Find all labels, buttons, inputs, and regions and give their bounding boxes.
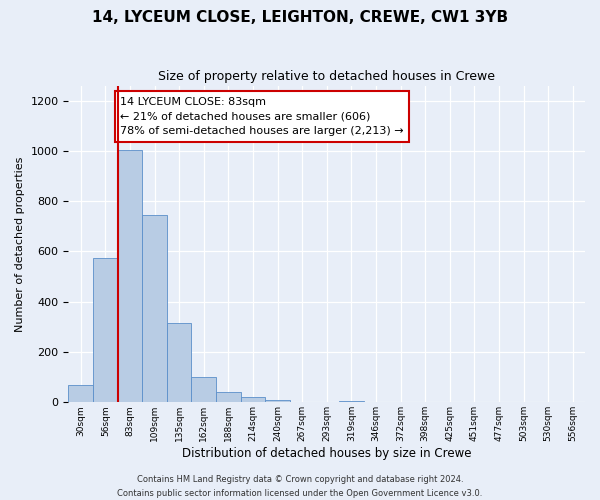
Text: Contains HM Land Registry data © Crown copyright and database right 2024.
Contai: Contains HM Land Registry data © Crown c… [118,476,482,498]
Bar [191,377,216,402]
Bar [339,401,364,402]
Bar [241,398,265,402]
Bar [167,323,191,402]
Text: 14, LYCEUM CLOSE, LEIGHTON, CREWE, CW1 3YB: 14, LYCEUM CLOSE, LEIGHTON, CREWE, CW1 3… [92,10,508,25]
Bar [118,150,142,402]
Bar [142,215,167,402]
Bar [93,258,118,402]
Title: Size of property relative to detached houses in Crewe: Size of property relative to detached ho… [158,70,495,83]
Bar [265,400,290,402]
X-axis label: Distribution of detached houses by size in Crewe: Distribution of detached houses by size … [182,447,472,460]
Bar [68,384,93,402]
Bar [216,392,241,402]
Y-axis label: Number of detached properties: Number of detached properties [15,156,25,332]
Text: 14 LYCEUM CLOSE: 83sqm
← 21% of detached houses are smaller (606)
78% of semi-de: 14 LYCEUM CLOSE: 83sqm ← 21% of detached… [120,96,404,136]
